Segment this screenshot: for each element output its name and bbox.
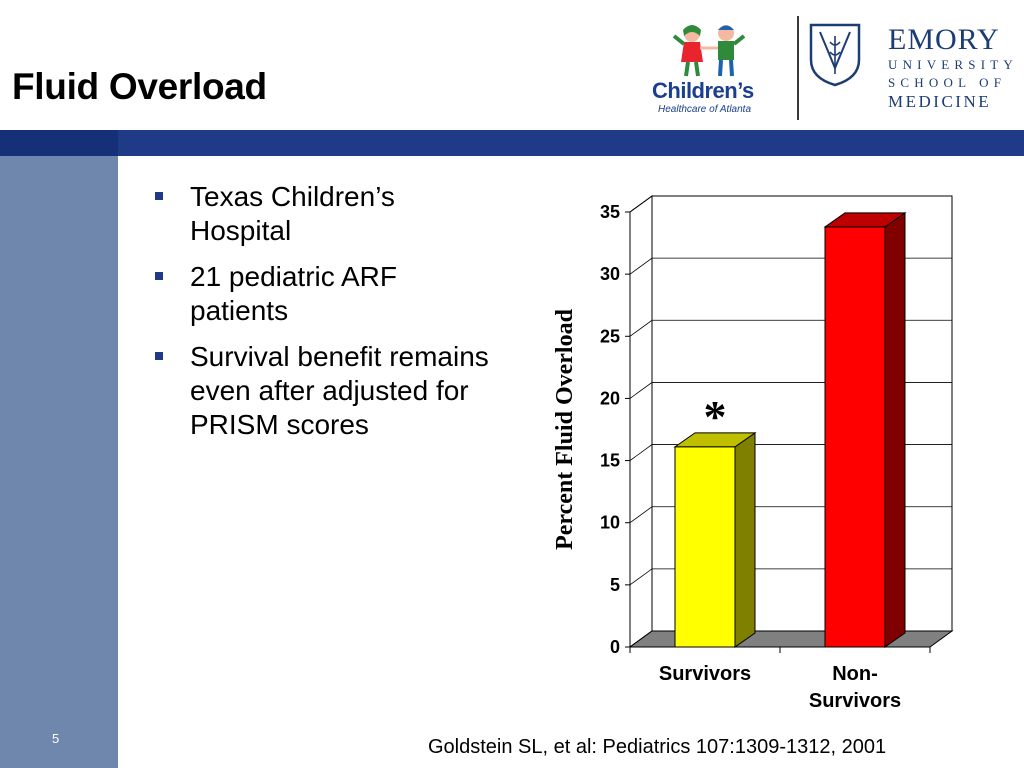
emory-shield-icon: [809, 23, 861, 87]
y-tick-label: 10: [600, 513, 620, 533]
y-tick-label: 0: [610, 637, 620, 657]
bullet-item: 21 pediatric ARF patients: [152, 260, 502, 328]
bar-side: [734, 431, 756, 648]
emory-logo-line1: EMORY: [888, 23, 1000, 56]
childrens-logo-tagline: Healthcare of Atlanta: [658, 104, 752, 115]
emory-logo-line2: UNIVERSITY: [888, 57, 1018, 72]
bullet-square-icon: [155, 352, 163, 360]
fluid-overload-bar-chart: 0 5 10 15 20 25 30 35 Survivors Non- Survivors * Per…: [552, 195, 954, 712]
header-band: [0, 130, 1024, 156]
slide-title: Fluid Overload: [12, 66, 267, 107]
bar: [674, 446, 736, 648]
bullet-square-icon: [155, 192, 163, 200]
y-tick-label: 15: [600, 451, 620, 471]
bullet-text: 21 pediatric ARF patients: [190, 261, 397, 326]
bullet-list: Texas Children’s Hospital 21 pediatric A…: [152, 180, 502, 454]
page-number: 5: [52, 731, 60, 746]
citation: Goldstein SL, et al: Pediatrics 107:1309…: [428, 736, 887, 758]
bar: [824, 226, 886, 648]
y-tick-label: 30: [600, 264, 620, 284]
bullet-item: Texas Children’s Hospital: [152, 180, 502, 248]
y-tick-label: 5: [610, 575, 620, 595]
header-band-left: [0, 130, 118, 156]
chart-side-wall: [629, 195, 653, 648]
y-tick-label: 20: [600, 388, 620, 408]
bullet-item: Survival benefit remains even after adju…: [152, 340, 502, 442]
logo-divider: [797, 16, 799, 120]
childrens-healthcare-logo: [648, 20, 778, 120]
bar-side: [884, 211, 906, 648]
emory-logo-line3: SCHOOL OF: [888, 75, 1007, 90]
emory-logo-line4: MEDICINE: [888, 92, 992, 111]
x-category-label: Survivors: [809, 690, 901, 712]
y-tick-label: 35: [600, 202, 620, 222]
bullet-square-icon: [155, 272, 163, 280]
childrens-logo-name: Children’s: [652, 78, 754, 103]
sidebar-panel: [0, 156, 118, 768]
x-category-label: Non-: [832, 663, 878, 685]
significance-asterisk: *: [704, 391, 727, 442]
bullet-text: Survival benefit remains even after adju…: [190, 341, 489, 440]
y-axis-label: Percent Fluid Overload: [552, 308, 578, 550]
y-tick-label: 25: [600, 326, 620, 346]
bullet-text: Texas Children’s Hospital: [190, 181, 395, 246]
gridline: [629, 195, 952, 213]
childrens-logo-figures-icon: [672, 25, 746, 77]
emory-logo: EMORY UNIVERSITY SCHOOL OF MEDICINE: [888, 24, 1018, 112]
x-category-label: Survivors: [659, 663, 751, 685]
